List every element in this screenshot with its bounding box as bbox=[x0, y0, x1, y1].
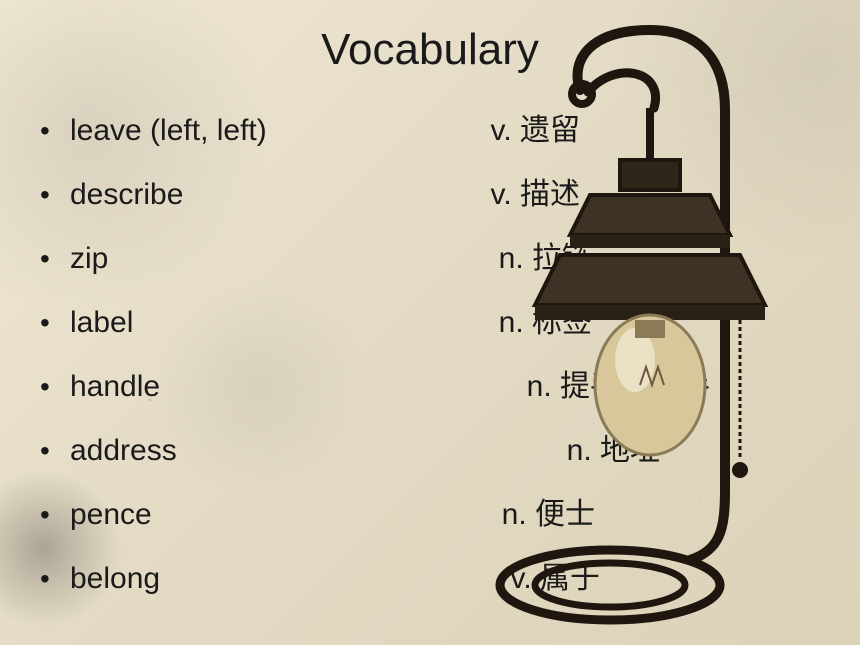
bullet-icon: • bbox=[40, 307, 70, 339]
bullet-icon: • bbox=[40, 115, 70, 147]
definition: n. 标签 bbox=[499, 297, 820, 341]
english-word: pence bbox=[70, 498, 152, 532]
bullet-icon: • bbox=[40, 243, 70, 275]
definition: n. 便士 bbox=[502, 489, 820, 533]
vocab-row: • address n. 地址 bbox=[40, 425, 820, 469]
definition: v. 属于 bbox=[511, 553, 820, 597]
bullet-icon: • bbox=[40, 371, 70, 403]
vocab-row: • belong v. 属于 bbox=[40, 553, 820, 597]
english-word: describe bbox=[70, 178, 183, 212]
definition: v. 描述 bbox=[491, 169, 820, 213]
english-word: zip bbox=[70, 242, 108, 276]
vocab-row: • pence n. 便士 bbox=[40, 489, 820, 533]
bullet-icon: • bbox=[40, 435, 70, 467]
bullet-icon: • bbox=[40, 563, 70, 595]
vocab-row: • handle n. 提手，把手 bbox=[40, 361, 820, 405]
vocab-row: • zip n. 拉链 bbox=[40, 233, 820, 277]
english-word: handle bbox=[70, 370, 160, 404]
definition: n. 提手，把手 bbox=[527, 361, 820, 405]
definition: v. 遗留 bbox=[491, 105, 820, 149]
definition: n. 拉链 bbox=[499, 233, 820, 277]
bullet-icon: • bbox=[40, 179, 70, 211]
english-word: leave (left, left) bbox=[70, 114, 267, 148]
vocab-row: • leave (left, left) v. 遗留 bbox=[40, 105, 820, 149]
vocab-list: • leave (left, left) v. 遗留 • describe v.… bbox=[40, 105, 820, 617]
vocab-row: • label n. 标签 bbox=[40, 297, 820, 341]
vocab-row: • describe v. 描述 bbox=[40, 169, 820, 213]
bullet-icon: • bbox=[40, 499, 70, 531]
english-word: belong bbox=[70, 562, 160, 596]
english-word: address bbox=[70, 434, 177, 468]
english-word: label bbox=[70, 306, 133, 340]
page-title: Vocabulary bbox=[0, 25, 860, 75]
definition: n. 地址 bbox=[567, 425, 820, 469]
